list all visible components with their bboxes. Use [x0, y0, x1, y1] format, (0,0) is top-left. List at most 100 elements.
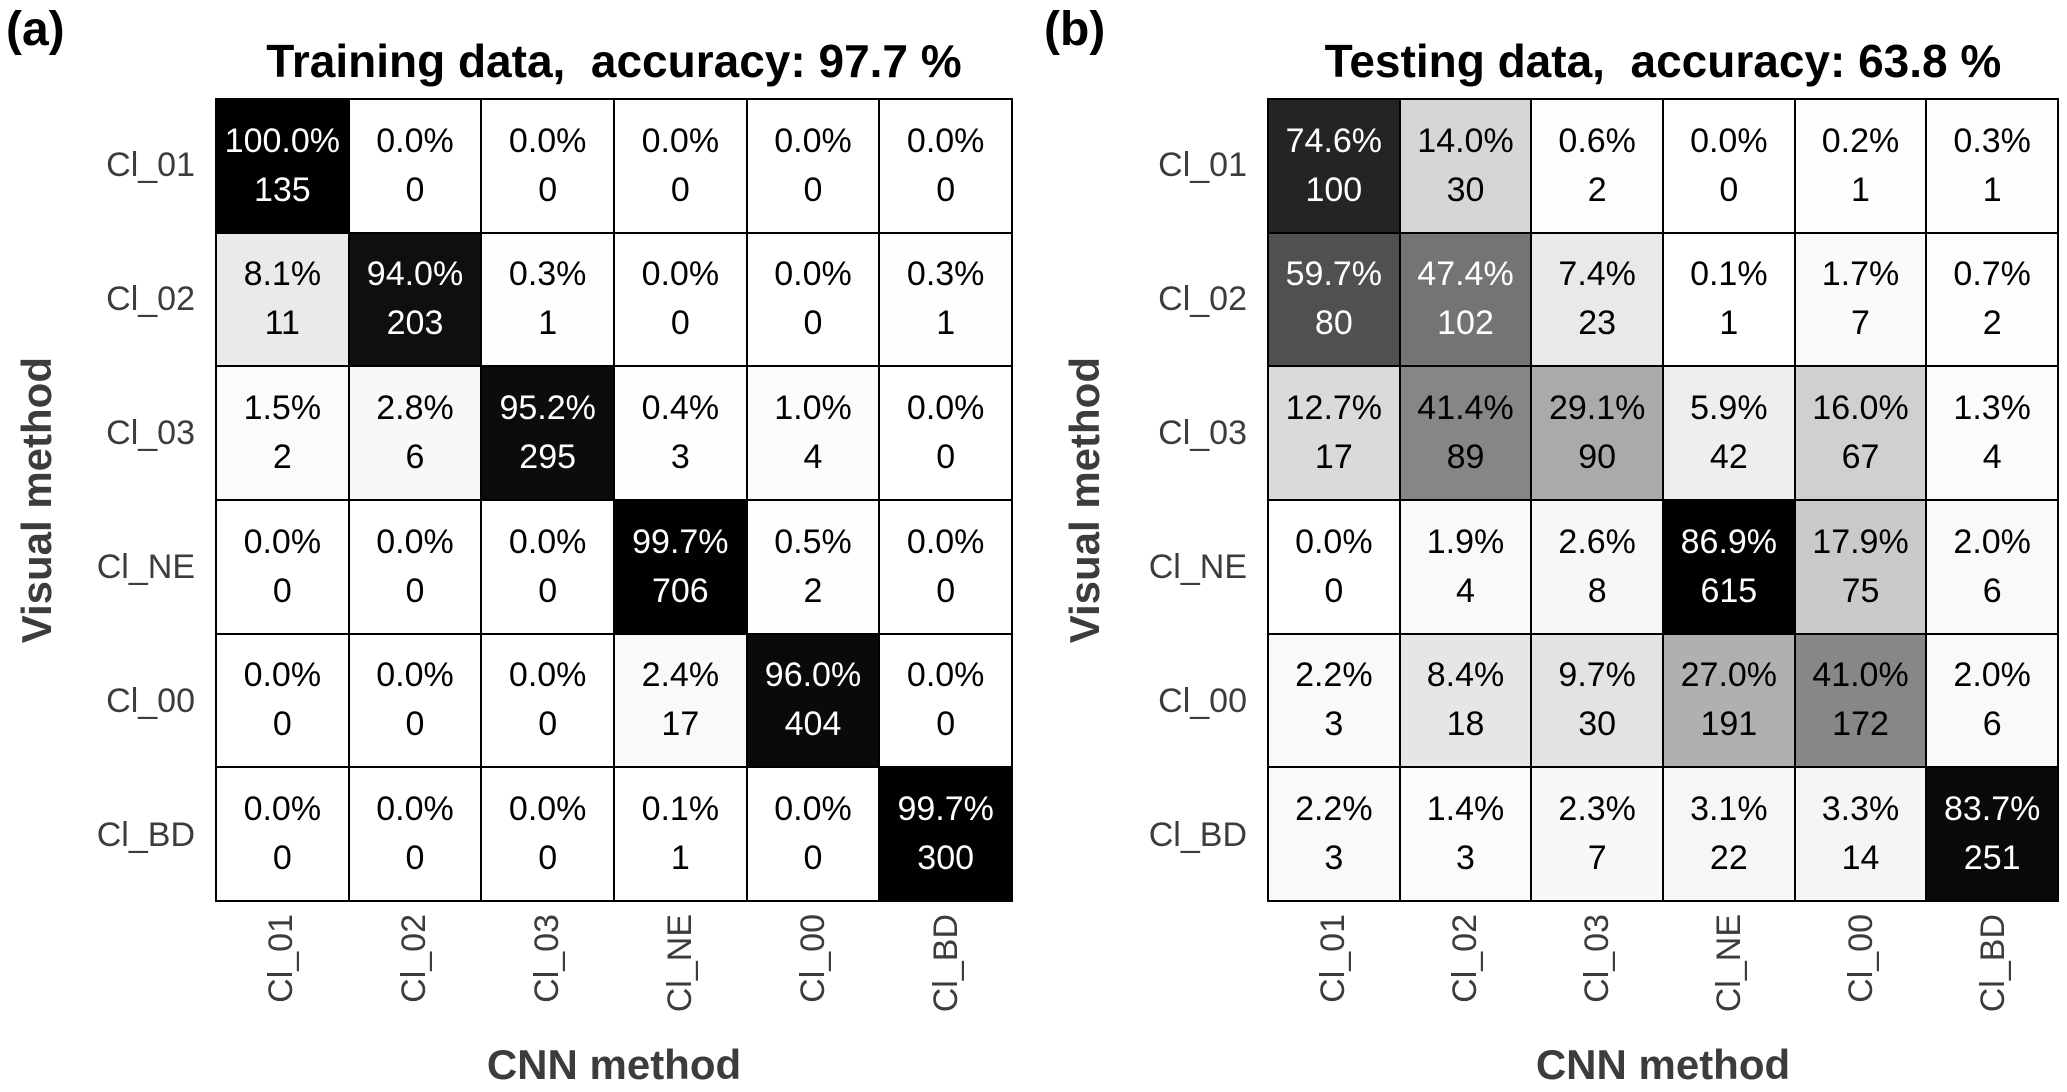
cell-count: 0	[803, 170, 823, 209]
x-tick-slot: Cl_03	[481, 914, 614, 1044]
cell-percent: 0.0%	[376, 121, 454, 160]
x-tick-label: Cl_00	[1841, 914, 1880, 1003]
cell-count: 0	[538, 170, 558, 209]
cell-percent: 5.9%	[1690, 389, 1768, 428]
cell-percent: 0.3%	[906, 255, 985, 294]
matrix-cell: 95.2% 295	[482, 367, 613, 499]
cell-count: 0	[936, 170, 956, 209]
cell-percent: 0.0%	[774, 790, 852, 829]
cell-percent: 1.9%	[1426, 522, 1505, 561]
cell-count: 0	[405, 705, 425, 744]
matrix-cell: 1.3% 4	[1927, 367, 2057, 499]
cell-percent: 2.2%	[1295, 790, 1373, 829]
matrix-cell: 74.6% 100	[1269, 100, 1399, 232]
matrix-cell: 1.5% 2	[217, 367, 348, 499]
matrix-cell: 0.1% 1	[615, 768, 746, 900]
cell-count: 30	[1446, 170, 1485, 209]
cell-count: 0	[936, 438, 956, 477]
cell-count: 67	[1841, 438, 1880, 477]
cell-count: 4	[1982, 438, 2002, 477]
cell-count: 251	[1963, 839, 2021, 878]
cell-percent: 12.7%	[1285, 389, 1383, 428]
cell-count: 6	[1982, 571, 2002, 610]
matrix-cell: 0.0% 0	[217, 634, 348, 767]
cell-percent: 41.0%	[1812, 656, 1909, 695]
matrix-cell: 2.0% 6	[1927, 501, 2057, 633]
y-tick-label: Cl_01	[1158, 145, 1247, 184]
cell-count: 191	[1700, 705, 1758, 744]
x-tick-label: Cl_00	[794, 914, 832, 1003]
cell-percent: 0.0%	[508, 790, 587, 829]
y-tick-label: Cl_02	[106, 279, 195, 318]
cell-count: 1	[936, 304, 956, 343]
matrix-cell: 0.0% 0	[482, 501, 613, 633]
cell-percent: 47.4%	[1417, 255, 1514, 294]
matrix-cell: 0.0% 0	[880, 501, 1011, 633]
matrix-cell: 0.0% 0	[482, 100, 613, 232]
cell-count: 2	[803, 571, 823, 610]
matrix-cell: 0.0% 0	[747, 233, 879, 366]
cell-percent: 0.0%	[1690, 121, 1768, 160]
cell-count: 8	[1587, 571, 1607, 610]
matrix-cell: 14.0% 30	[1400, 100, 1531, 232]
matrix-cell: 0.4% 3	[615, 367, 746, 499]
x-axis-title: CNN method	[1535, 1041, 1791, 1088]
x-tick-label: Cl_03	[1577, 914, 1616, 1003]
x-tick-label: Cl_BD	[927, 914, 965, 1013]
cell-percent: 0.1%	[1690, 255, 1768, 294]
cell-count: 0	[405, 839, 425, 878]
matrix-cell: 0.0% 0	[217, 768, 348, 900]
matrix-cell: 0.0% 0	[1269, 501, 1399, 633]
matrix-cell: 0.0% 0	[880, 634, 1011, 767]
matrix-cell: 99.7% 300	[880, 768, 1011, 900]
matrix-cell: 41.4% 89	[1400, 367, 1531, 499]
cell-percent: 1.0%	[774, 389, 852, 428]
cell-percent: 0.0%	[906, 389, 985, 428]
cell-count: 1	[1982, 170, 2002, 209]
cell-count: 22	[1709, 839, 1748, 878]
matrix-cell: 2.2% 3	[1269, 634, 1399, 767]
matrix-cell: 7.4% 23	[1532, 233, 1662, 366]
matrix-cell: 0.0% 0	[349, 100, 481, 232]
y-tick-label: Cl_BD	[1148, 815, 1247, 854]
x-tick-label: Cl_02	[395, 914, 433, 1003]
matrix-cell: 2.0% 6	[1927, 634, 2057, 767]
cell-percent: 1.3%	[1953, 389, 2031, 428]
matrix-cell: 0.1% 1	[1664, 233, 1794, 366]
cell-count: 80	[1314, 304, 1353, 343]
cell-count: 0	[670, 304, 690, 343]
cell-count: 0	[272, 571, 292, 610]
x-tick-slot: Cl_BD	[1927, 914, 2059, 1044]
panel-a-x-tick-labels: Cl_01 Cl_02 Cl_03 Cl_NE Cl_00 Cl_BD	[215, 914, 1013, 1044]
cell-percent: 0.2%	[1821, 121, 1900, 160]
cell-percent: 14.0%	[1417, 121, 1514, 160]
panel-b-title: Testing data, accuracy: 63.8 %	[1324, 35, 2002, 87]
y-tick-label: Cl_00	[106, 681, 195, 720]
cell-count: 0	[1324, 571, 1344, 610]
matrix-cell: 0.3% 1	[880, 233, 1011, 366]
cell-percent: 59.7%	[1285, 255, 1383, 294]
matrix-cell: 5.9% 42	[1664, 367, 1794, 499]
x-tick-slot: Cl_00	[747, 914, 880, 1044]
cell-count: 30	[1578, 705, 1617, 744]
matrix-cell: 29.1% 90	[1532, 367, 1662, 499]
cell-count: 3	[1324, 705, 1344, 744]
cell-count: 0	[936, 571, 956, 610]
y-tick-label: Cl_BD	[96, 815, 195, 854]
cell-count: 1	[670, 839, 690, 878]
cell-percent: 3.3%	[1821, 790, 1900, 829]
cell-count: 6	[405, 438, 425, 477]
matrix-cell: 96.0% 404	[747, 634, 879, 767]
matrix-cell: 1.7% 7	[1795, 233, 1926, 366]
matrix-cell: 3.1% 22	[1664, 768, 1794, 900]
matrix-cell: 8.4% 18	[1400, 634, 1531, 767]
cell-percent: 0.5%	[774, 522, 852, 561]
cell-percent: 29.1%	[1548, 389, 1646, 428]
cell-count: 100	[1305, 170, 1363, 209]
cell-percent: 0.0%	[376, 656, 454, 695]
matrix-cell: 0.0% 0	[349, 501, 481, 633]
matrix-cell: 0.0% 0	[615, 100, 746, 232]
cell-percent: 41.4%	[1417, 389, 1514, 428]
cell-percent: 0.3%	[508, 255, 587, 294]
cell-percent: 94.0%	[366, 255, 464, 294]
